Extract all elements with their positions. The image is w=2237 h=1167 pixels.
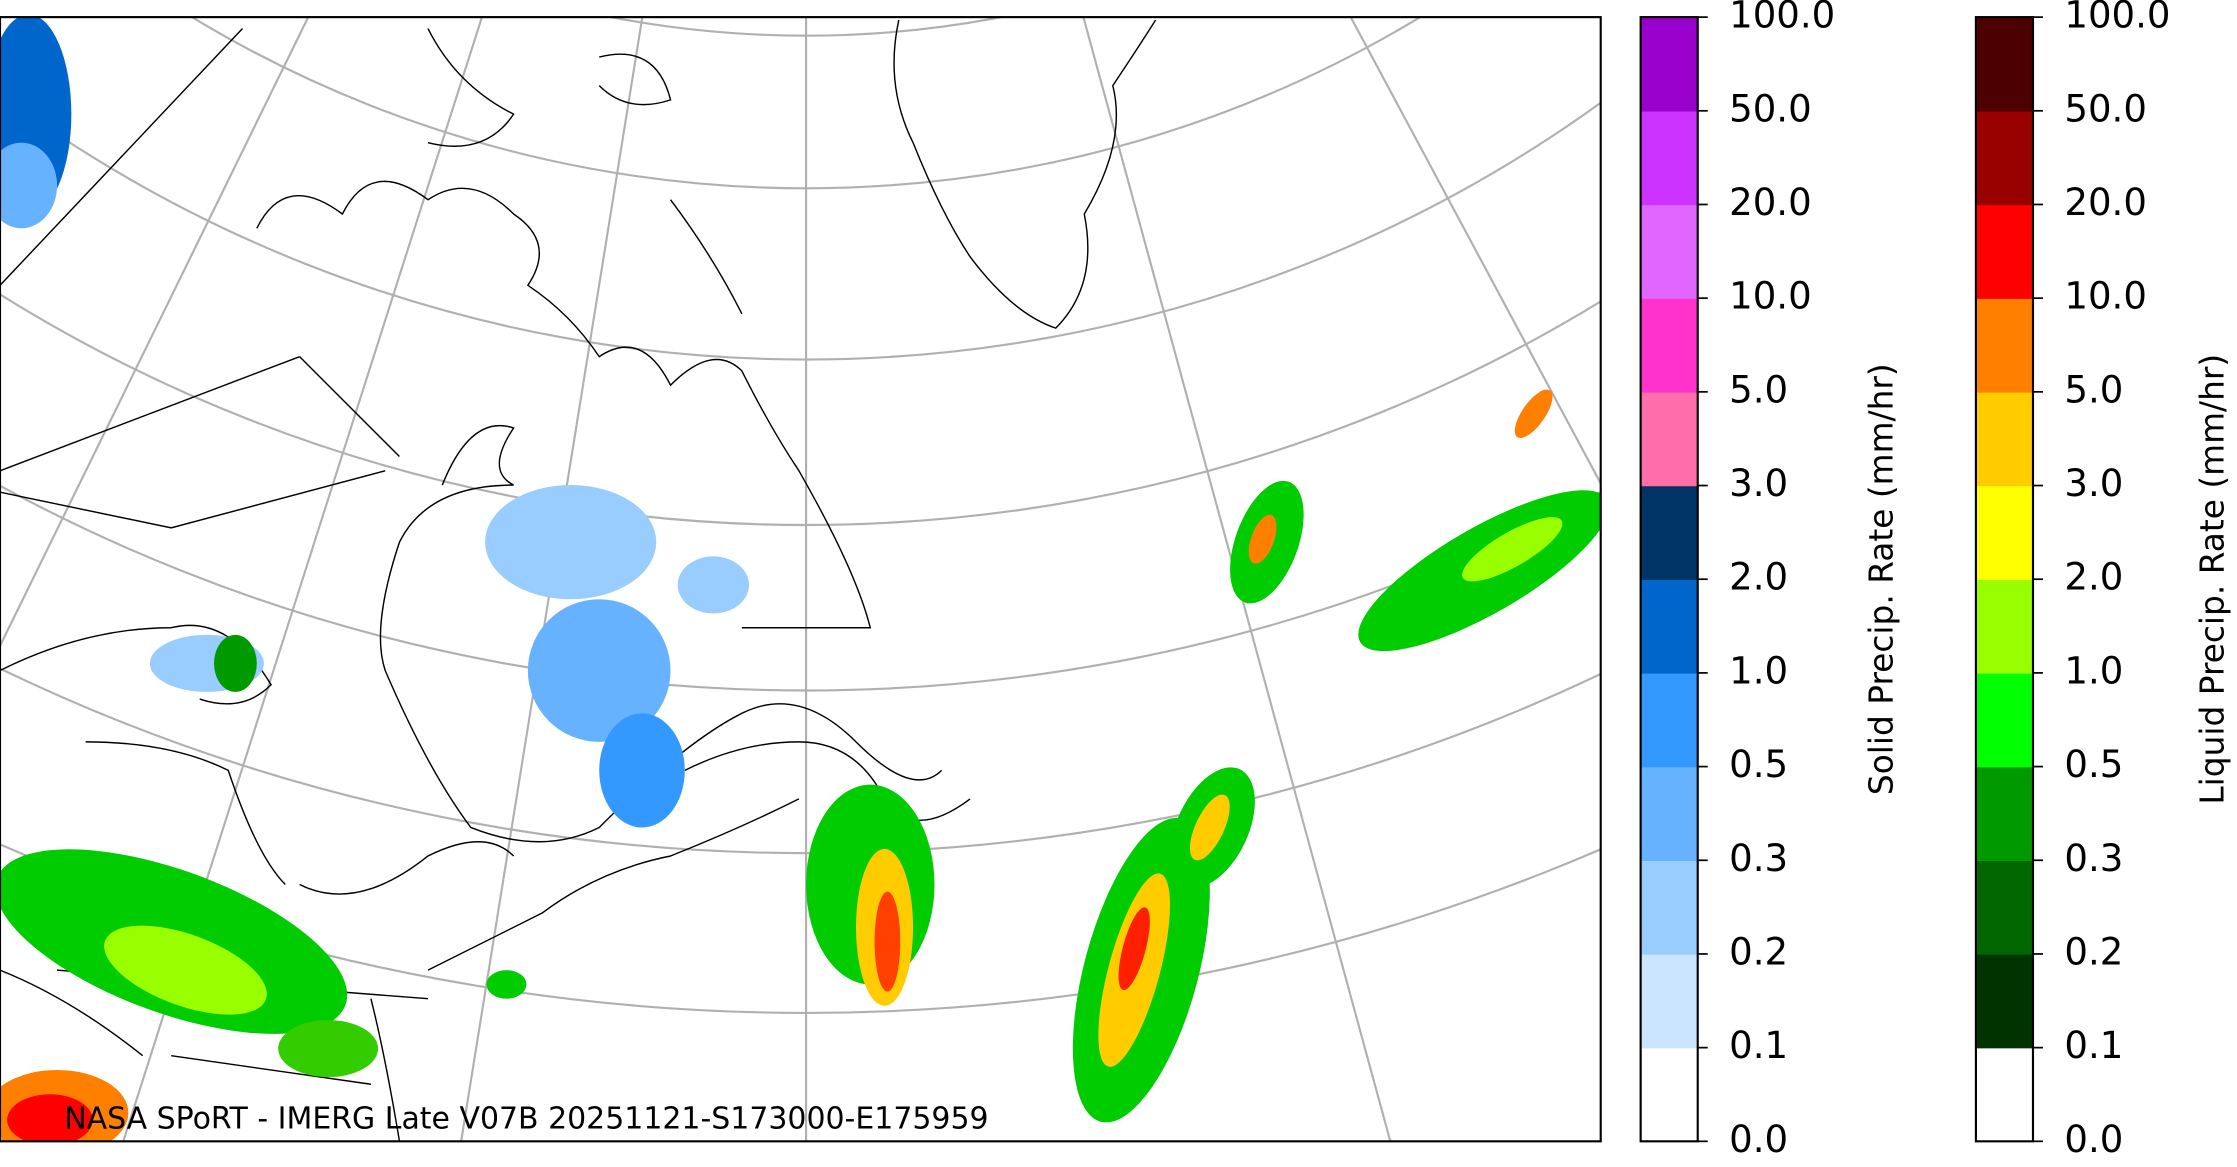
- colorbar-tick-label: 0.3: [2064, 837, 2123, 880]
- colorbar-tick-label: 10.0: [1729, 275, 1812, 318]
- colorbar-segment: [1975, 204, 2033, 299]
- colorbar-tick-label: 0.0: [2064, 1118, 2123, 1161]
- colorbar-segment: [1975, 485, 2033, 580]
- colorbar-tick-label: 3.0: [2064, 462, 2123, 505]
- colorbar-tick-label: 1.0: [1729, 649, 1788, 692]
- caption: NASA SPoRT - IMERG Late V07B 20251121-S1…: [64, 1101, 988, 1136]
- colorbar-tick-label: 0.1: [2064, 1024, 2123, 1067]
- colorbar-segment: [1975, 298, 2033, 393]
- colorbar-segment: [1975, 672, 2033, 768]
- colorbar-segment: [1640, 391, 1698, 487]
- colorbar-label: Liquid Precip. Rate (mm/hr): [2194, 354, 2232, 805]
- colorbar-segment: [1975, 766, 2033, 861]
- colorbar-segment: [1640, 485, 1698, 580]
- colorbar-tick-label: 5.0: [2064, 368, 2123, 411]
- colorbar-segment: [1640, 1047, 1698, 1143]
- colorbar-label: Solid Precip. Rate (mm/hr): [1863, 363, 1901, 795]
- colorbar-tick-label: 50.0: [2064, 87, 2147, 130]
- colorbar-tick-label: 0.2: [1729, 930, 1788, 973]
- colorbar-tick-label: 0.3: [1729, 837, 1788, 880]
- colorbar-segment: [1640, 298, 1698, 393]
- map-frame: [0, 16, 1602, 1143]
- colorbar-segment: [1975, 391, 2033, 487]
- colorbar-tick-label: 10.0: [2064, 275, 2147, 318]
- colorbar-tick-label: 20.0: [1729, 181, 1812, 224]
- colorbar-segment: [1640, 17, 1698, 112]
- precipitation: [0, 17, 1601, 1142]
- colorbar-tick-label: 0.5: [2064, 743, 2123, 786]
- colorbar-segment: [1640, 766, 1698, 861]
- colorbar-tick-label: 0.1: [1729, 1024, 1788, 1067]
- colorbar-segment: [1975, 17, 2033, 112]
- colorbar-segment: [1640, 204, 1698, 299]
- colorbar-tick-label: 100.0: [1729, 0, 1835, 37]
- colorbar-segment: [1640, 672, 1698, 768]
- colorbar-segment: [1975, 579, 2033, 674]
- colorbar-tick-label: 50.0: [1729, 87, 1812, 130]
- colorbar-tick-label: 2.0: [1729, 556, 1788, 599]
- colorbar-tick-label: 0.5: [1729, 743, 1788, 786]
- colorbar-tick-label: 1.0: [2064, 649, 2123, 692]
- colorbar-tick-label: 5.0: [1729, 368, 1788, 411]
- colorbar-tick-label: 2.0: [2064, 556, 2123, 599]
- colorbar-tick-label: 3.0: [1729, 462, 1788, 505]
- colorbar-segment: [1975, 1047, 2033, 1143]
- colorbar-segment: [1975, 860, 2033, 955]
- colorbar-segment: [1975, 953, 2033, 1049]
- colorbar-tick-label: 0.2: [2064, 930, 2123, 973]
- colorbar-segment: [1640, 579, 1698, 674]
- colorbar-segment: [1640, 953, 1698, 1049]
- colorbar-tick-label: 0.0: [1729, 1118, 1788, 1161]
- colorbar-tick-label: 20.0: [2064, 181, 2147, 224]
- colorbar-segment: [1975, 110, 2033, 206]
- colorbar-tick-label: 100.0: [2064, 0, 2170, 37]
- colorbar-segment: [1640, 860, 1698, 955]
- colorbar-segment: [1640, 110, 1698, 206]
